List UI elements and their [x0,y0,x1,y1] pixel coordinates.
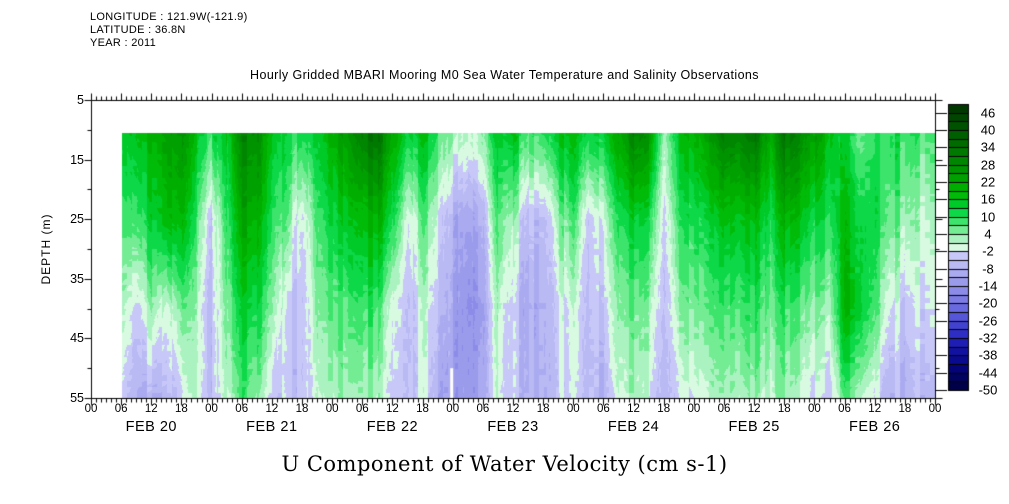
x-hour-tick-label: 12 [144,403,158,415]
year-label: YEAR : 2011 [90,37,157,49]
x-hour-tick-label: 18 [777,403,791,415]
longitude-label: LONGITUDE : 121.9W(-121.9) [90,11,248,23]
x-day-label: FEB 25 [728,419,780,435]
x-hour-tick-label: 12 [506,403,520,415]
x-day-label: FEB 20 [125,419,177,435]
x-hour-tick-label: 12 [265,403,279,415]
x-hour-tick-label: 00 [928,403,942,415]
y-tick-label: 15 [70,152,84,167]
x-hour-tick-label: 00 [325,403,339,415]
velocity-axis-title: U Component of Water Velocity (cm s-1) [281,452,728,476]
colorbar-tick-label: -14 [978,278,998,294]
colorbar-tick-label: 34 [980,139,996,155]
x-hour-tick-label: 12 [868,403,882,415]
x-hour-tick-label: 18 [416,403,429,415]
colorbar-tick-label: -2 [982,243,994,259]
x-day-label: FEB 26 [849,419,901,435]
x-hour-tick-label: 06 [114,403,128,415]
y-tick-label: 45 [70,331,84,346]
colorbar-tick-label: 4 [984,226,992,242]
colorbar-tick-label: -8 [982,261,994,277]
x-hour-tick-label: 06 [597,403,610,415]
x-hour-tick-label: 12 [747,403,761,415]
x-hour-tick-label: 18 [295,403,309,415]
y-tick-label: 5 [77,93,84,107]
colorbar-tick-label: 28 [980,157,996,173]
x-hour-tick-label: 00 [446,403,460,415]
x-day-label: FEB 21 [246,419,298,435]
colorbar-tick-label: -50 [978,382,998,398]
colorbar-tick-label: -26 [978,313,998,329]
colorbar-tick-label: 10 [980,209,996,225]
colorbar-tick-label: -44 [978,365,998,381]
x-hour-tick-label: 18 [175,403,188,415]
colorbar-tick-label: -32 [978,330,998,346]
colorbar-tick-label: -38 [978,347,998,363]
x-hour-tick-label: 00 [687,403,701,415]
x-hour-tick-label: 06 [355,403,369,415]
x-day-label: FEB 24 [607,419,660,435]
x-hour-tick-label: 12 [627,403,640,415]
x-hour-tick-label: 06 [235,403,249,415]
colorbar-tick-label: 22 [980,174,996,190]
colorbar-tick-label: 16 [980,191,996,207]
latitude-label: LATITUDE : 36.8N [90,24,186,36]
x-hour-tick-label: 18 [536,403,550,415]
y-tick-label: 55 [70,391,84,405]
x-hour-tick-label: 00 [808,403,821,415]
colorbar-tick-label: 40 [980,122,996,138]
x-hour-tick-label: 00 [205,403,218,415]
x-hour-tick-label: 12 [386,403,399,415]
colorbar-tick-label: -20 [978,295,998,311]
x-hour-tick-label: 06 [717,403,731,415]
colorbar-tick-label: 46 [980,105,996,121]
x-hour-tick-label: 00 [84,403,98,415]
x-hour-tick-label: 06 [476,403,490,415]
y-tick-label: 35 [70,271,84,286]
x-hour-tick-label: 18 [898,403,912,415]
x-day-label: FEB 23 [487,419,539,435]
plot-title: Hourly Gridded MBARI Mooring M0 Sea Wate… [250,68,759,82]
x-hour-tick-label: 06 [838,403,851,415]
x-hour-tick-label: 00 [566,403,580,415]
y-tick-label: 25 [70,212,84,227]
x-hour-tick-label: 18 [657,403,671,415]
x-day-label: FEB 22 [366,419,419,435]
